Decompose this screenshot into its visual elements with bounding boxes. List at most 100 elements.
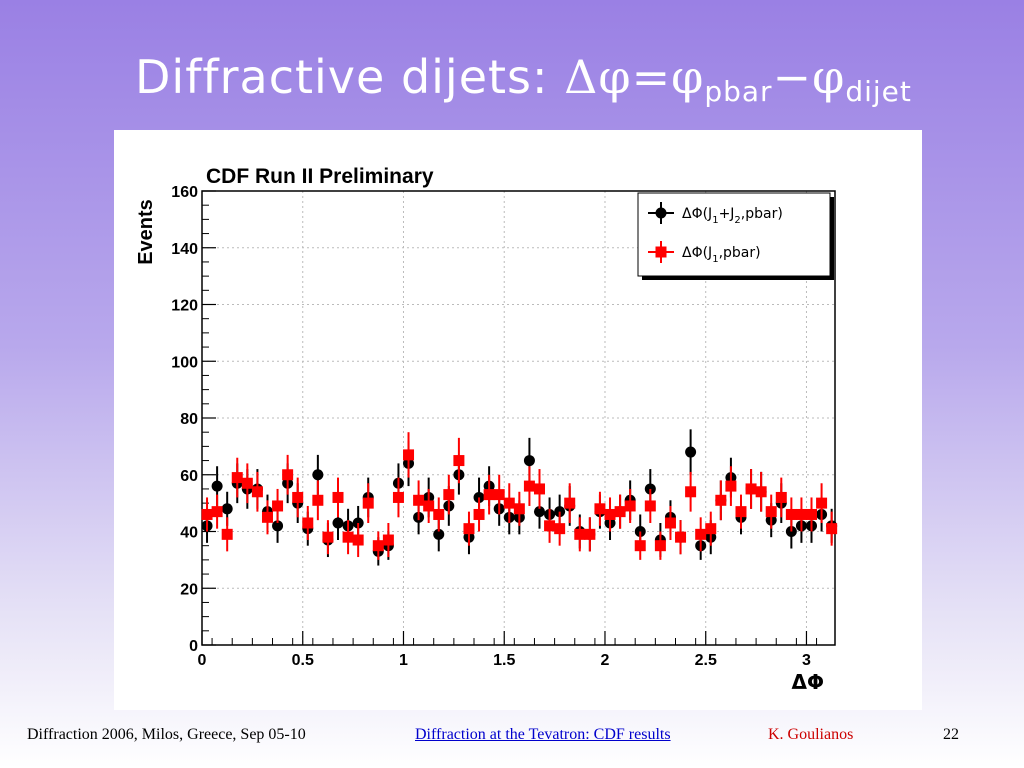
data-point (433, 528, 445, 540)
legend-box (637, 192, 831, 277)
y-axis-label: Events (135, 199, 157, 265)
data-point (473, 508, 485, 520)
data-point (211, 480, 223, 492)
data-point (513, 503, 525, 515)
x-tick-label-6: 3 (802, 652, 811, 669)
data-point (554, 523, 566, 535)
data-point (755, 486, 767, 498)
axes: 0 20 40 60 80 100 120 140 160 0 0.5 1 1.5 2 2.5 3 (171, 184, 818, 669)
y-tick-label-2: 40 (180, 525, 198, 542)
title-text: Diffractive dijets: (135, 50, 565, 104)
data-point (533, 483, 545, 495)
data-point (725, 480, 737, 492)
data-point (765, 506, 777, 518)
x-tick-label-5: 2.5 (695, 652, 717, 669)
y-tick-label-1: 20 (180, 581, 198, 598)
data-point (775, 491, 787, 503)
data-point (292, 491, 304, 503)
data-point (695, 528, 707, 540)
data-point (211, 506, 223, 518)
data-point (332, 517, 344, 529)
data-point (493, 489, 505, 501)
footer-conference: Diffraction 2006, Milos, Greece, Sep 05-… (27, 726, 306, 743)
data-point (523, 455, 535, 467)
series-layer (201, 429, 838, 566)
data-point (664, 517, 676, 529)
y-tick-label-6: 120 (171, 298, 198, 315)
data-point (624, 500, 636, 512)
x-tick-label-2: 1 (399, 652, 408, 669)
legend-label-j1-pbar: ΔΦ(J1,pbar) (682, 245, 761, 265)
data-point (685, 486, 697, 498)
data-point (201, 508, 213, 520)
chart-title: CDF Run II Preliminary (206, 165, 434, 188)
data-point (433, 508, 445, 520)
x-axis-label: ΔΦ (792, 670, 824, 694)
data-point (261, 511, 273, 523)
chart: 0 20 40 60 80 100 120 140 160 0 0.5 1 1.5 2 2.5 3 CDF R… (135, 165, 838, 694)
data-point (806, 508, 818, 520)
title-minus-phi: −φ (772, 50, 846, 104)
legend-label-j1-j2-pbar: ΔΦ(J1+J2,pbar) (682, 206, 783, 226)
data-point (735, 506, 747, 518)
data-point (705, 523, 717, 535)
data-point (544, 520, 556, 532)
y-tick-label-5: 100 (171, 354, 198, 371)
data-point (523, 480, 535, 492)
data-point (584, 528, 596, 540)
data-point (443, 489, 455, 501)
x-tick-label-1: 0.5 (292, 652, 314, 669)
data-point (675, 531, 687, 543)
x-tick-label-3: 1.5 (493, 652, 515, 669)
legend-shadow-bottom (642, 276, 834, 280)
footer-page-number: 22 (943, 726, 959, 743)
y-tick-label-8: 160 (171, 184, 198, 201)
x-tick-label-0: 0 (198, 652, 207, 669)
title-subscript-dijet: dijet (845, 75, 912, 108)
y-tick-label-7: 140 (171, 241, 198, 258)
legend-marker-0 (655, 207, 667, 219)
data-point (372, 540, 384, 552)
data-point (241, 477, 253, 489)
title-subscript-pbar: pbar (704, 75, 773, 108)
data-point (453, 455, 465, 467)
data-point (413, 494, 425, 506)
x-tick-label-4: 2 (601, 652, 610, 669)
plot-panel: 0 20 40 60 80 100 120 140 160 0 0.5 1 1.5 2 2.5 3 CDF R… (114, 130, 922, 710)
data-point (282, 469, 294, 481)
data-point (533, 506, 545, 518)
y-tick-label-0: 0 (189, 638, 198, 655)
data-point (251, 486, 263, 498)
data-point (594, 503, 606, 515)
data-point (685, 446, 697, 458)
data-point (816, 497, 828, 509)
data-point (312, 469, 324, 481)
data-point (614, 506, 626, 518)
y-tick-label-3: 60 (180, 468, 198, 485)
data-point (715, 494, 727, 506)
footer-link[interactable]: Diffraction at the Tevatron: CDF results (415, 726, 671, 743)
data-point (463, 523, 475, 535)
data-point (342, 531, 354, 543)
legend-marker-1 (655, 246, 667, 258)
data-point (302, 517, 314, 529)
data-point (231, 472, 243, 484)
footer-author: K. Goulianos (768, 726, 854, 743)
title-delta-phi: Δφ=φ (564, 50, 705, 104)
data-point (382, 534, 394, 546)
data-point (574, 528, 586, 540)
series-1 (201, 432, 838, 560)
data-point (483, 489, 495, 501)
data-point (322, 531, 334, 543)
data-point (221, 528, 233, 540)
data-point (403, 449, 415, 461)
data-point (362, 497, 374, 509)
legend-shadow-right (830, 197, 834, 280)
slide-title: Diffractive dijets: Δφ=φpbar−φdijet (135, 50, 912, 108)
data-point (564, 497, 576, 509)
data-point (604, 508, 616, 520)
data-point (745, 483, 757, 495)
data-point (272, 500, 284, 512)
y-tick-label-4: 80 (180, 411, 198, 428)
data-point (826, 523, 838, 535)
